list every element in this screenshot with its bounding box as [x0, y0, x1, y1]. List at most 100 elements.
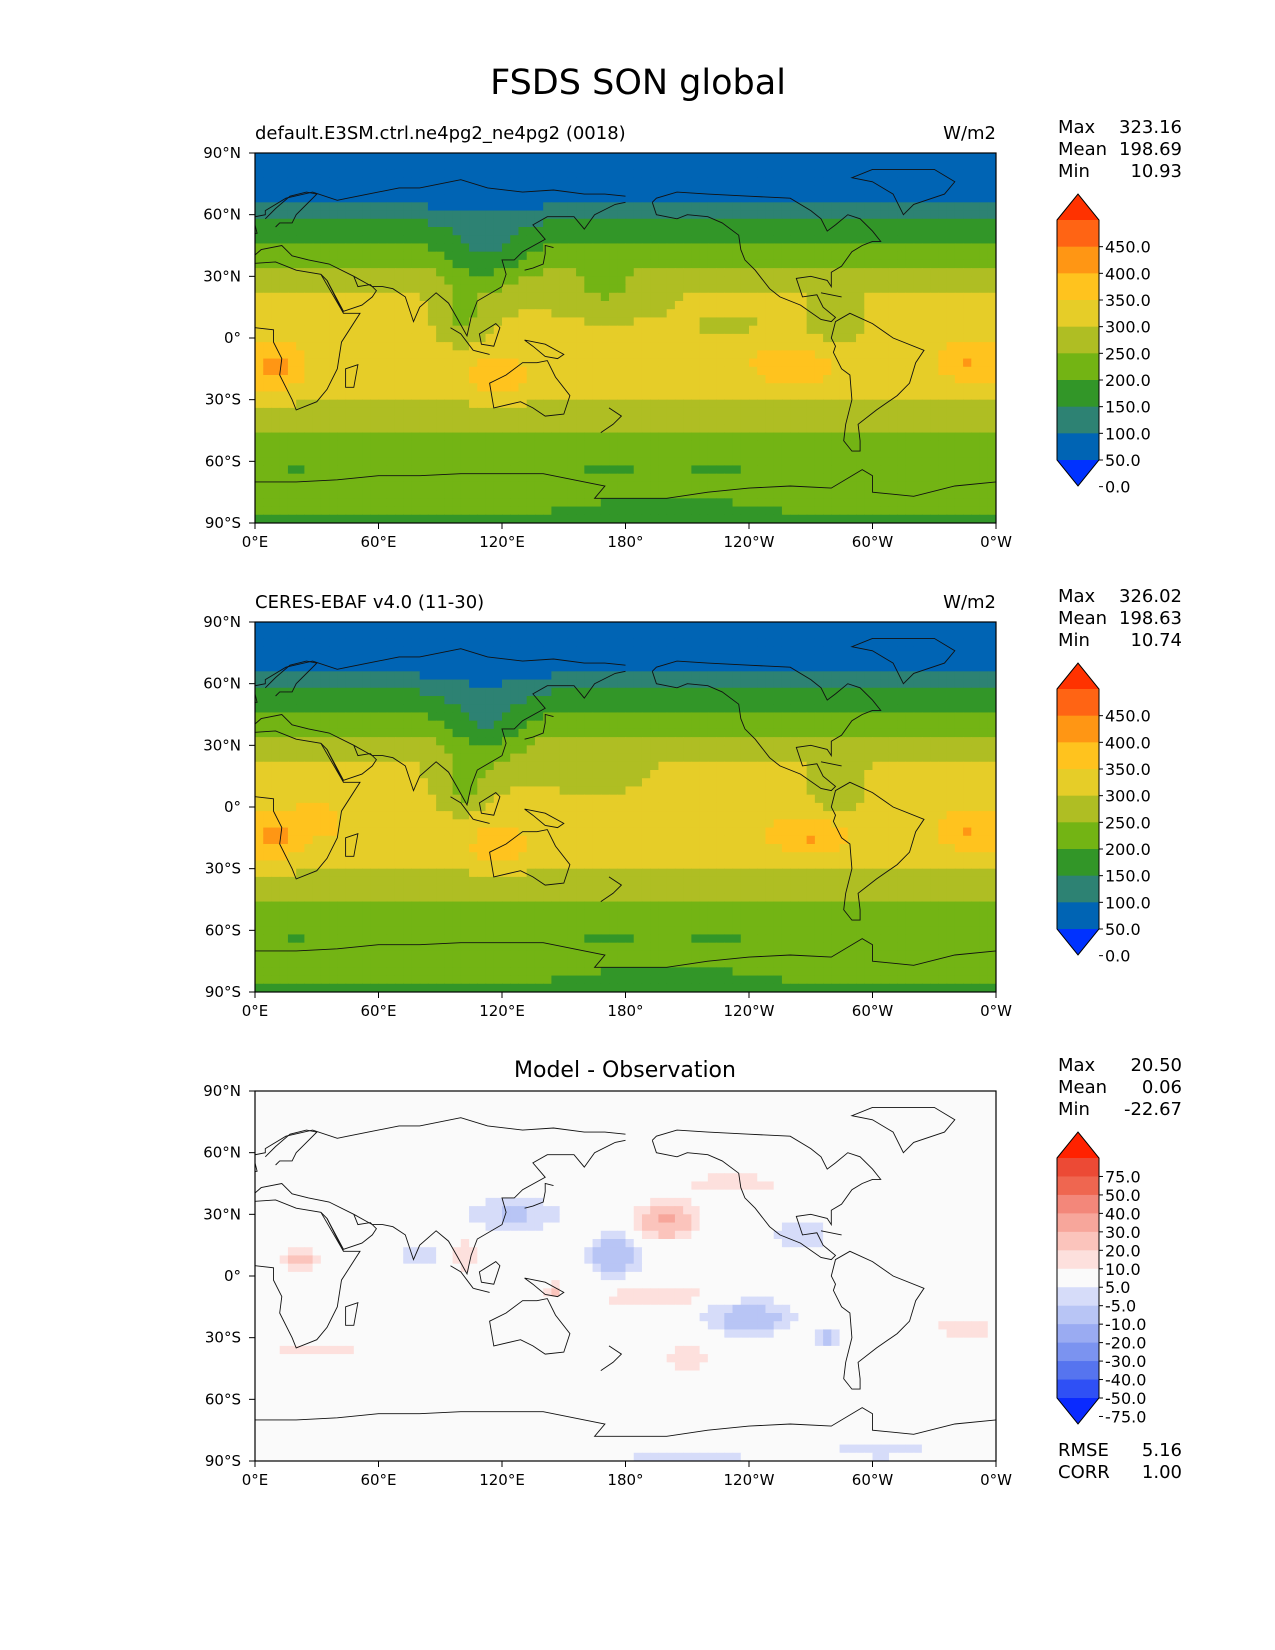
model-field-cell: [839, 259, 849, 269]
model-field-cell: [954, 432, 964, 442]
model-field-cell: [633, 185, 643, 195]
model-field-cell: [444, 169, 454, 179]
model-field-cell: [707, 473, 717, 483]
observation-field-cell: [831, 646, 841, 656]
model-field-cell: [732, 309, 742, 319]
observation-field-cell: [378, 696, 388, 705]
observation-field-cell: [905, 630, 915, 640]
model-field-cell: [543, 235, 552, 245]
model-field-cell: [485, 375, 495, 384]
model-field-cell: [971, 276, 981, 286]
model-field-cell: [757, 243, 767, 253]
model-field-cell: [329, 169, 338, 179]
model-field-cell: [609, 391, 618, 401]
model-field-cell: [740, 432, 750, 442]
model-field-cell: [255, 342, 264, 351]
model-field-cell: [502, 276, 511, 286]
observation-field-cell: [469, 696, 478, 705]
model-field-cell: [510, 333, 520, 343]
model-field-cell: [658, 251, 668, 261]
model-field-cell: [740, 202, 750, 212]
model-field-cell: [798, 169, 808, 179]
model-field-cell: [674, 498, 684, 508]
model-field-cell: [921, 383, 931, 393]
model-field-cell: [707, 333, 717, 343]
model-field-cell: [436, 391, 445, 401]
observation-field-cell: [263, 671, 273, 681]
model-field-cell: [444, 407, 454, 417]
model-field-cell: [790, 432, 799, 442]
model-field-cell: [609, 284, 618, 294]
model-field-cell: [864, 194, 874, 203]
model-field-cell: [427, 169, 437, 179]
model-field-cell: [831, 490, 841, 499]
model-field-cell: [477, 284, 487, 294]
model-field-cell: [757, 177, 767, 187]
model-field-cell: [641, 243, 651, 253]
model-field-cell: [888, 177, 898, 187]
model-field-cell: [888, 473, 898, 483]
model-field-cell: [798, 506, 808, 516]
observation-field-cell: [979, 630, 989, 640]
model-field-cell: [971, 416, 981, 425]
model-field-cell: [897, 325, 907, 335]
model-field-cell: [617, 301, 627, 310]
model-field-cell: [790, 440, 799, 450]
model-field-cell: [913, 506, 923, 516]
model-field-cell: [469, 317, 478, 327]
model-field-cell: [378, 177, 388, 187]
model-field-cell: [353, 243, 363, 253]
model-field-cell: [584, 169, 594, 179]
model-field-cell: [716, 276, 725, 286]
model-field-cell: [600, 210, 610, 220]
model-field-cell: [271, 358, 281, 368]
observation-field-cell: [979, 646, 989, 656]
model-field-cell: [724, 407, 734, 417]
model-field-cell: [452, 309, 462, 319]
model-field-cell: [864, 407, 874, 417]
observation-field-cell: [650, 638, 660, 648]
model-field-cell: [897, 391, 907, 401]
model-field-cell: [987, 268, 996, 277]
model-field-cell: [427, 498, 437, 508]
observation-field-cell: [493, 638, 503, 648]
model-field-cell: [427, 235, 437, 245]
model-field-cell: [617, 333, 627, 343]
model-field-cell: [674, 325, 684, 335]
model-field-cell: [345, 268, 355, 277]
model-field-cell: [469, 416, 478, 425]
model-field-cell: [551, 161, 561, 171]
model-field-cell: [600, 227, 610, 236]
model-field-cell: [773, 333, 783, 343]
model-field-cell: [526, 407, 536, 417]
model-field-cell: [304, 473, 314, 483]
model-field-cell: [740, 251, 750, 261]
model-field-cell: [263, 301, 273, 310]
model-field-cell: [543, 284, 552, 294]
model-field-cell: [897, 185, 907, 195]
model-field-cell: [732, 268, 742, 277]
model-field-cell: [312, 276, 322, 286]
model-field-cell: [502, 457, 511, 467]
model-field-cell: [600, 514, 610, 523]
observation-field-cell: [493, 646, 503, 656]
observation-field-cell: [559, 622, 569, 631]
model-field-cell: [386, 424, 396, 434]
model-field-cell: [806, 514, 816, 523]
model-field-cell: [864, 481, 874, 491]
model-field-cell: [386, 317, 396, 327]
model-field-cell: [353, 424, 363, 434]
model-field-cell: [411, 218, 421, 228]
model-field-cell: [312, 227, 322, 236]
model-field-cell: [600, 391, 610, 401]
model-field-cell: [641, 399, 651, 409]
model-field-cell: [641, 259, 651, 269]
model-field-cell: [856, 243, 865, 253]
observation-field-cell: [650, 687, 660, 697]
model-field-cell: [938, 202, 948, 212]
model-field-cell: [781, 161, 791, 171]
model-field-cell: [394, 259, 404, 269]
model-field-cell: [913, 375, 923, 384]
model-field-cell: [502, 358, 511, 368]
model-field-cell: [600, 292, 610, 302]
